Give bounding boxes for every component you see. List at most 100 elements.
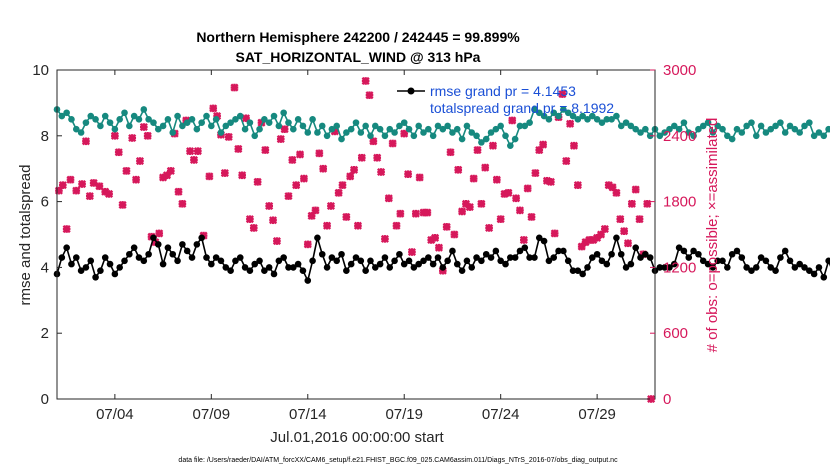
assimilated-marker: [396, 209, 405, 218]
rmse-point: [482, 250, 490, 258]
totalspread-point: [560, 106, 567, 113]
assimilated-marker: [135, 156, 144, 166]
rmse-point: [487, 254, 495, 261]
rmse-point: [560, 247, 567, 255]
totalspread-point: [637, 129, 644, 136]
chart-title-line2: SAT_HORIZONTAL_WIND @ 313 hPa: [236, 49, 481, 65]
rmse-point: [453, 260, 461, 268]
totalspread-point: [728, 135, 736, 143]
totalspread-point: [58, 112, 66, 120]
assimilated-marker: [249, 223, 258, 232]
totalspread-point: [642, 125, 649, 133]
assimilated-marker: [265, 201, 274, 211]
totalspread-point: [801, 122, 808, 130]
totalspread-point: [632, 125, 640, 133]
rmse-point: [92, 273, 99, 281]
rmse-point: [656, 264, 664, 271]
x-tick-label: 07/29: [578, 406, 616, 423]
totalspread-point: [719, 125, 726, 133]
rmse-point: [285, 264, 292, 271]
assimilated-marker: [488, 141, 498, 150]
rmse-point: [796, 260, 803, 268]
assimilated-marker: [72, 186, 81, 195]
rmse-point: [434, 254, 442, 261]
rmse-point: [598, 257, 606, 265]
rmse-point: [825, 257, 830, 265]
plot-frame: [56, 69, 656, 400]
rmse-point: [270, 270, 278, 278]
assimilated-marker: [234, 144, 243, 154]
assimilated-marker: [280, 125, 289, 134]
assimilated-marker: [434, 243, 443, 252]
rmse-point: [468, 264, 476, 271]
assimilated-marker: [573, 181, 582, 190]
rmse-point: [622, 264, 630, 271]
totalspread-point: [135, 116, 143, 123]
totalspread-point: [314, 129, 321, 136]
rmse-point: [425, 254, 432, 261]
totalspread-point: [820, 132, 828, 140]
totalspread-point: [670, 122, 678, 130]
rmse-point: [458, 267, 466, 274]
rmse-point: [203, 254, 210, 261]
rmse-point: [661, 264, 668, 271]
totalspread-point: [772, 122, 779, 130]
rmse-point: [68, 260, 75, 268]
totalspread-point: [516, 122, 524, 130]
assimilated-marker: [303, 240, 312, 249]
assimilated-marker: [326, 201, 335, 211]
totalspread-point: [328, 125, 336, 133]
totalspread-point: [371, 122, 379, 130]
assimilated-marker: [388, 139, 397, 148]
rmse-point: [154, 241, 162, 248]
assimilated-marker: [465, 203, 474, 212]
y-left-tick-label: 6: [41, 194, 49, 211]
rmse-point: [497, 257, 504, 265]
totalspread-point: [579, 112, 586, 120]
rmse-point: [777, 254, 784, 261]
rmse-point: [367, 257, 374, 265]
assimilated-marker: [284, 192, 293, 201]
rmse-point: [275, 257, 283, 265]
assimilated-marker: [128, 133, 137, 143]
rmse-point: [179, 241, 186, 248]
totalspread-point: [478, 139, 485, 146]
totalspread-point: [188, 116, 196, 123]
y-right-tick-label: 0: [663, 391, 671, 408]
rmse-point: [555, 247, 562, 255]
totalspread-point: [724, 132, 731, 140]
rmse-point: [574, 267, 582, 274]
totalspread-point: [294, 116, 302, 123]
rmse-point: [265, 264, 273, 271]
assimilated-marker: [596, 230, 606, 239]
rmse-point: [193, 241, 201, 248]
totalspread-point: [569, 112, 577, 120]
rmse-point: [294, 260, 302, 268]
totalspread-point: [241, 125, 249, 133]
rmse-point: [675, 244, 683, 251]
rmse-point: [87, 257, 95, 265]
rmse-point: [463, 257, 471, 265]
assimilated-marker: [122, 166, 131, 175]
rmse-point: [531, 254, 538, 261]
totalspread-point: [680, 119, 688, 126]
totalspread-point: [521, 122, 529, 130]
rmse-point: [680, 247, 688, 255]
assimilated-marker: [512, 194, 521, 203]
totalspread-point: [535, 109, 543, 117]
assimilated-marker: [380, 234, 389, 243]
totalspread-point: [154, 125, 162, 133]
totalspread-point: [526, 119, 533, 126]
totalspread-point: [825, 125, 830, 133]
rmse-point: [391, 257, 398, 265]
assimilated-marker: [477, 199, 486, 208]
totalspread-point: [159, 122, 167, 130]
totalspread-point: [709, 129, 717, 136]
totalspread-point: [150, 119, 157, 126]
assimilated-marker: [531, 169, 540, 178]
rmse-point: [608, 250, 615, 258]
assimilated-marker: [442, 222, 451, 231]
x-tick-label: 07/24: [482, 406, 520, 423]
rmse-point: [781, 247, 789, 255]
